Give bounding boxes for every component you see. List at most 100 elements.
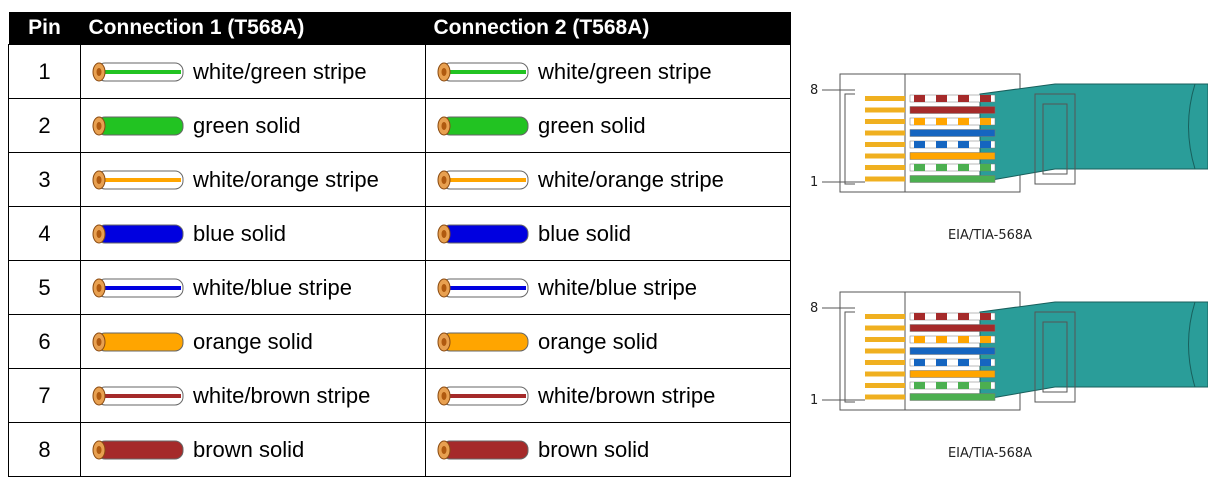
contact [865,130,905,136]
wire-label: white/green stripe [193,58,367,84]
wire-cell: white/orange stripe [425,152,791,207]
pin-number: 4 [38,220,51,246]
wire-label: orange solid [193,328,313,354]
caption: EIA/TIA-568A [948,446,1032,461]
table-row: 3 white/orange stripe white/orange stripe [8,152,791,207]
wire-stripe [936,118,947,125]
contact [865,337,905,342]
wire-core [909,370,996,378]
wire-stripe [980,382,991,389]
pin-label: 1 [810,393,818,408]
header-row: Pin Connection 1 (T568A) Connection 2 (T… [8,12,791,45]
contact [865,165,905,170]
latch [1034,311,1076,403]
wire-cell: blue solid [425,206,791,261]
wire-core [909,335,996,344]
wire-core [909,163,996,172]
wire-icon [437,224,529,243]
pin-number: 8 [38,436,51,462]
pinout-table: Pin Connection 1 (T568A) Connection 2 (T… [8,12,791,477]
wire-icon [92,224,184,243]
contact [865,360,905,365]
wire-label: white/brown stripe [538,382,716,408]
wire-stripe [980,118,991,125]
wire-label: white/blue stripe [538,274,697,300]
wire-stripe [958,164,969,171]
wire-stripe [914,313,925,320]
wire-stripe [936,313,947,320]
caption: EIA/TIA-568A [948,228,1032,243]
pin-number: 7 [38,382,51,408]
wire-stripe [958,313,969,320]
latch-inner [1042,321,1068,393]
pin-number: 1 [38,58,51,84]
bracket [844,311,855,403]
wire-stripe [958,336,969,343]
wire-icon [437,278,529,297]
connector-figures: 8 1 EIA/TIA-568A 8 1 EIA/TIA-568A [810,73,1208,461]
contact [865,119,905,124]
pin-label: 8 [810,83,818,98]
contact [865,325,905,331]
wire-stripe [914,336,925,343]
pin-cell: 5 [8,260,81,315]
wire-stripe [980,336,991,343]
wire-stripe [914,118,925,125]
wire-label: white/green stripe [538,58,712,84]
wire-core [909,94,996,103]
wire-core [909,393,996,401]
wire-icon [92,62,184,81]
latch-inner [1042,103,1068,175]
pin-cell: 3 [8,152,81,207]
wire-stripe [914,359,925,366]
wire-stripe [936,164,947,171]
wire-stripe [936,382,947,389]
pin-label: 1 [810,175,818,190]
wire-core [909,129,996,137]
pin-cell: 1 [8,44,81,99]
wire-label: green solid [193,112,301,138]
wire-cell: green solid [80,98,426,153]
wire-stripe [958,118,969,125]
wire-icon [92,440,184,459]
table-row: 8 brown solid brown solid [8,422,791,477]
wire-cell: white/brown stripe [425,368,791,423]
wire-icon [92,386,184,405]
wire-cell: white/brown stripe [80,368,426,423]
wire-stripe [936,95,947,102]
wire-label: white/brown stripe [193,382,371,408]
wire-icon [437,332,529,351]
contact [865,142,905,147]
header-cell: Connection 2 (T568A) [425,12,791,45]
wire-core [909,140,996,149]
wire-cell: brown solid [425,422,791,477]
contact [865,314,905,319]
pin-label: 8 [810,301,818,316]
contact [865,383,905,388]
wire-core [909,175,996,183]
wire-icon [92,116,184,135]
wire-stripe [914,141,925,148]
wire-label: brown solid [538,436,650,462]
wire-label: white/orange stripe [193,166,379,192]
wire-stripe [936,336,947,343]
pin-number: 2 [38,112,51,138]
wire-label: blue solid [538,220,631,246]
wire-core [909,381,996,390]
wire-icon [92,170,184,189]
wire-cell: green solid [425,98,791,153]
header-cell: Connection 1 (T568A) [80,12,426,45]
cable-end [1188,301,1196,388]
wire-icon [437,440,529,459]
wire-stripe [980,313,991,320]
table-row: 5 white/blue stripe white/blue stripe [8,260,791,315]
pin-cell: 4 [8,206,81,261]
pin-number: 6 [38,328,51,354]
latch [1034,93,1076,185]
contact [865,371,905,377]
wire-stripe [914,164,925,171]
wire-core [909,106,996,114]
wire-cell: white/orange stripe [80,152,426,207]
wire-stripe [958,95,969,102]
